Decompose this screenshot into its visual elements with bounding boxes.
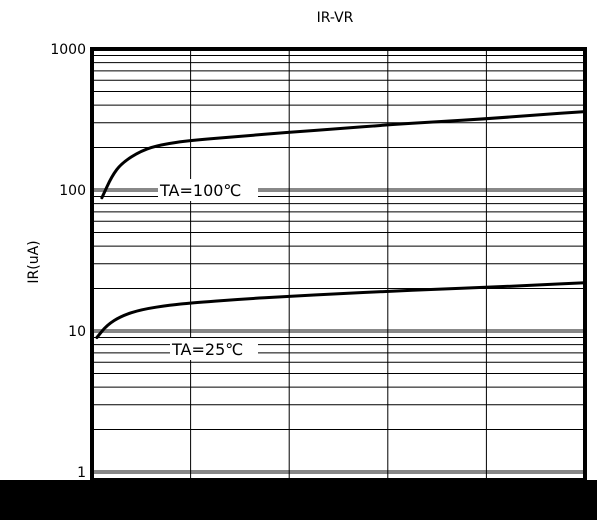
y-tick-label: 1000 bbox=[50, 42, 86, 58]
y-tick-label: 10 bbox=[68, 324, 86, 340]
y-tick-label: 100 bbox=[59, 183, 86, 199]
grid-lines bbox=[92, 49, 585, 480]
series-labels: TA=100℃ TA=25℃ bbox=[158, 179, 258, 360]
series-label: TA=100℃ bbox=[159, 181, 241, 200]
redaction-band bbox=[0, 480, 597, 520]
series-line bbox=[95, 281, 587, 339]
y-tick-labels: 1000 100 10 1 bbox=[50, 42, 86, 481]
series-label: TA=25℃ bbox=[171, 340, 243, 359]
series-label-background bbox=[158, 179, 258, 201]
series-label-background bbox=[170, 338, 258, 360]
y-axis-label: IR(uA) bbox=[26, 240, 42, 283]
y-tick-label: 1 bbox=[77, 465, 86, 481]
plot-frame bbox=[90, 47, 587, 482]
series-line bbox=[100, 110, 587, 200]
series-curves bbox=[95, 110, 587, 339]
chart-title: IR-VR bbox=[317, 10, 354, 26]
